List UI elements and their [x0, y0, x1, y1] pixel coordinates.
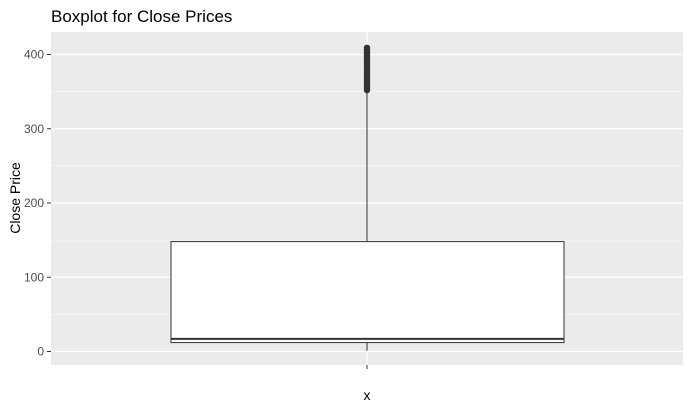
y-tick-label: 0 — [37, 345, 44, 359]
x-axis-title: x — [364, 387, 371, 403]
box-elements — [170, 44, 565, 351]
y-tick-label: 100 — [24, 270, 44, 284]
box-iqr — [170, 241, 565, 344]
chart-title: Boxplot for Close Prices — [51, 7, 232, 26]
y-axis-title: Close Price — [7, 162, 23, 234]
y-tick-label: 300 — [24, 122, 44, 136]
outlier-point — [363, 44, 371, 52]
axis-ticks: 0 100 200 300 400 — [24, 48, 368, 369]
y-tick-label: 200 — [24, 196, 44, 210]
y-tick-label: 400 — [24, 48, 44, 62]
